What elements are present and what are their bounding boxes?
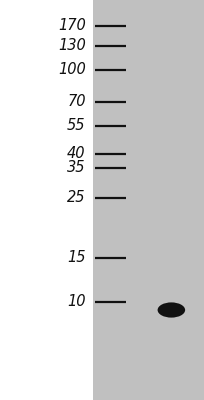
Text: 40: 40 [67, 146, 86, 162]
Text: 35: 35 [67, 160, 86, 176]
Text: 130: 130 [58, 38, 86, 54]
Text: 70: 70 [67, 94, 86, 110]
Ellipse shape [157, 302, 185, 318]
Text: 25: 25 [67, 190, 86, 206]
Text: 15: 15 [67, 250, 86, 266]
Text: 55: 55 [67, 118, 86, 134]
Text: 10: 10 [67, 294, 86, 310]
Text: 100: 100 [58, 62, 86, 78]
Text: 170: 170 [58, 18, 86, 34]
Bar [93, 0, 204, 400]
